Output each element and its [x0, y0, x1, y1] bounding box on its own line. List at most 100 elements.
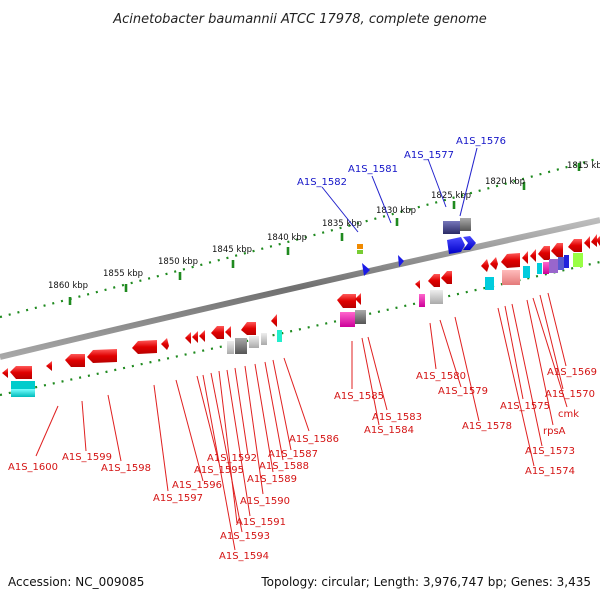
gene-block[interactable] — [564, 255, 569, 268]
gene-label-a1s-1598[interactable]: A1S_1598 — [101, 463, 151, 474]
reverse-genes — [2, 234, 600, 397]
gene-block[interactable] — [249, 336, 259, 348]
gene-block[interactable] — [357, 244, 363, 249]
gene-block[interactable] — [558, 257, 564, 270]
gene-block[interactable] — [430, 290, 443, 304]
genome-backbone — [0, 217, 600, 360]
gene-block[interactable] — [443, 221, 460, 234]
gene-block[interactable] — [419, 294, 425, 307]
reverse-gene-arrow[interactable] — [530, 249, 536, 262]
gene-label-a1s-1577[interactable]: A1S_1577 — [404, 150, 454, 161]
gene-block[interactable] — [261, 333, 267, 345]
gene-label-a1s-1570[interactable]: A1S_1570 — [545, 389, 595, 400]
reverse-labels: A1S_1569 A1S_1570 cmk rpsA A1S_1575 A1S_… — [8, 367, 597, 562]
gene-label-a1s-1574[interactable]: A1S_1574 — [525, 466, 575, 477]
reverse-gene-arrow[interactable] — [2, 368, 8, 378]
gene-block[interactable] — [235, 338, 247, 354]
gene-label-a1s-1594[interactable]: A1S_1594 — [219, 551, 269, 562]
gene-block[interactable] — [523, 266, 530, 278]
gene-label-a1s-1596[interactable]: A1S_1596 — [172, 480, 222, 491]
gene-label-a1s-1600[interactable]: A1S_1600 — [8, 462, 58, 473]
reverse-gene-arrow[interactable] — [415, 280, 420, 289]
gene-label-a1s-1576[interactable]: A1S_1576 — [456, 136, 506, 147]
gene-block[interactable] — [340, 312, 355, 327]
gene-block[interactable] — [277, 330, 282, 342]
gene-label-a1s-1586[interactable]: A1S_1586 — [289, 434, 339, 445]
gene-label-a1s-1569[interactable]: A1S_1569 — [547, 367, 597, 378]
forward-gene-arrow[interactable] — [463, 236, 476, 250]
gene-block[interactable] — [549, 259, 558, 273]
gene-label-a1s-1587[interactable]: A1S_1587 — [268, 449, 318, 460]
reverse-gene-arrow[interactable] — [596, 236, 600, 246]
reverse-gene-arrow[interactable] — [481, 259, 489, 272]
forward-gene-arrow[interactable] — [362, 263, 370, 276]
gene-label-a1s-1575[interactable]: A1S_1575 — [500, 401, 550, 412]
forward-gene-arrow[interactable] — [447, 237, 465, 254]
gene-block[interactable] — [460, 218, 471, 231]
reverse-gene-arrow[interactable] — [568, 239, 582, 252]
reverse-gene-arrow[interactable] — [46, 361, 52, 371]
scale-label-1835: 1835 kbp — [322, 219, 362, 229]
gene-label-a1s-1578[interactable]: A1S_1578 — [462, 421, 512, 432]
reverse-gene-arrow[interactable] — [225, 326, 231, 338]
gene-label-a1s-1592[interactable]: A1S_1592 — [207, 453, 257, 464]
gene-label-a1s-1580[interactable]: A1S_1580 — [416, 371, 466, 382]
scale-label-1815: 1815 kbp — [567, 161, 600, 171]
reverse-gene-arrow[interactable] — [522, 251, 528, 264]
reverse-gene-arrow[interactable] — [65, 354, 85, 367]
gene-label-a1s-1579[interactable]: A1S_1579 — [438, 386, 488, 397]
reverse-gene-arrow[interactable] — [211, 326, 224, 339]
gene-label-a1s-1584[interactable]: A1S_1584 — [364, 425, 414, 436]
gene-label-a1s-1593[interactable]: A1S_1593 — [220, 531, 270, 542]
reverse-gene-arrow[interactable] — [185, 332, 191, 344]
reverse-gene-arrow[interactable] — [161, 338, 169, 350]
gene-label-a1s-1583[interactable]: A1S_1583 — [372, 412, 422, 423]
gene-block[interactable] — [11, 381, 35, 389]
gene-block[interactable] — [11, 389, 35, 397]
gene-label-a1s-1588[interactable]: A1S_1588 — [259, 461, 309, 472]
gene-block[interactable] — [355, 310, 366, 324]
forward-gene-arrow[interactable] — [398, 255, 404, 267]
gene-label-a1s-1573[interactable]: A1S_1573 — [525, 446, 575, 457]
reverse-gene-arrow[interactable] — [132, 340, 157, 354]
gene-block[interactable] — [502, 270, 520, 285]
gene-block[interactable] — [357, 250, 363, 254]
gene-label-a1s-1599[interactable]: A1S_1599 — [62, 452, 112, 463]
gene-block[interactable] — [537, 263, 542, 274]
gene-label-a1s-1591[interactable]: A1S_1591 — [236, 517, 286, 528]
reverse-gene-arrow[interactable] — [551, 243, 563, 257]
reverse-gene-arrow[interactable] — [241, 322, 256, 335]
reverse-gene-arrow[interactable] — [490, 257, 498, 270]
gene-label-a1s-1581[interactable]: A1S_1581 — [348, 164, 398, 175]
gene-label-a1s-1582[interactable]: A1S_1582 — [297, 177, 347, 188]
gene-label-a1s-1585[interactable]: A1S_1585 — [334, 391, 384, 402]
gene-block[interactable] — [227, 341, 234, 354]
reverse-gene-arrow[interactable] — [441, 271, 452, 284]
gene-label-a1s-1589[interactable]: A1S_1589 — [247, 474, 297, 485]
reverse-gene-arrow[interactable] — [538, 246, 550, 260]
reverse-gene-arrow[interactable] — [10, 366, 32, 379]
reverse-gene-arrow[interactable] — [501, 253, 520, 268]
gene-label-a1s-1597[interactable]: A1S_1597 — [153, 493, 203, 504]
gene-label-rpsa[interactable]: rpsA — [543, 426, 566, 437]
reverse-gene-arrow[interactable] — [428, 274, 440, 287]
reverse-gene-arrow[interactable] — [355, 293, 361, 305]
scale-label-1855: 1855 kbp — [103, 269, 143, 279]
reverse-gene-arrow[interactable] — [87, 349, 117, 363]
forward-leader-lines — [321, 147, 478, 233]
reverse-gene-arrow[interactable] — [271, 314, 277, 327]
reverse-gene-arrow[interactable] — [192, 331, 198, 343]
reverse-gene-arrow[interactable] — [337, 294, 356, 308]
gene-label-a1s-1590[interactable]: A1S_1590 — [240, 496, 290, 507]
reverse-gene-arrow[interactable] — [199, 330, 205, 342]
reverse-gene-arrow[interactable] — [584, 236, 590, 249]
reverse-gene-arrow[interactable] — [591, 234, 597, 247]
gene-label-cmk[interactable]: cmk — [558, 409, 579, 420]
gene-block[interactable] — [543, 262, 549, 274]
gene-block[interactable] — [485, 277, 494, 290]
gene-label-a1s-1595[interactable]: A1S_1595 — [194, 465, 244, 476]
scale-label-1850: 1850 kbp — [158, 257, 198, 267]
gene-block[interactable] — [573, 253, 583, 267]
accession-text: Accession: NC_009085 — [8, 575, 144, 589]
